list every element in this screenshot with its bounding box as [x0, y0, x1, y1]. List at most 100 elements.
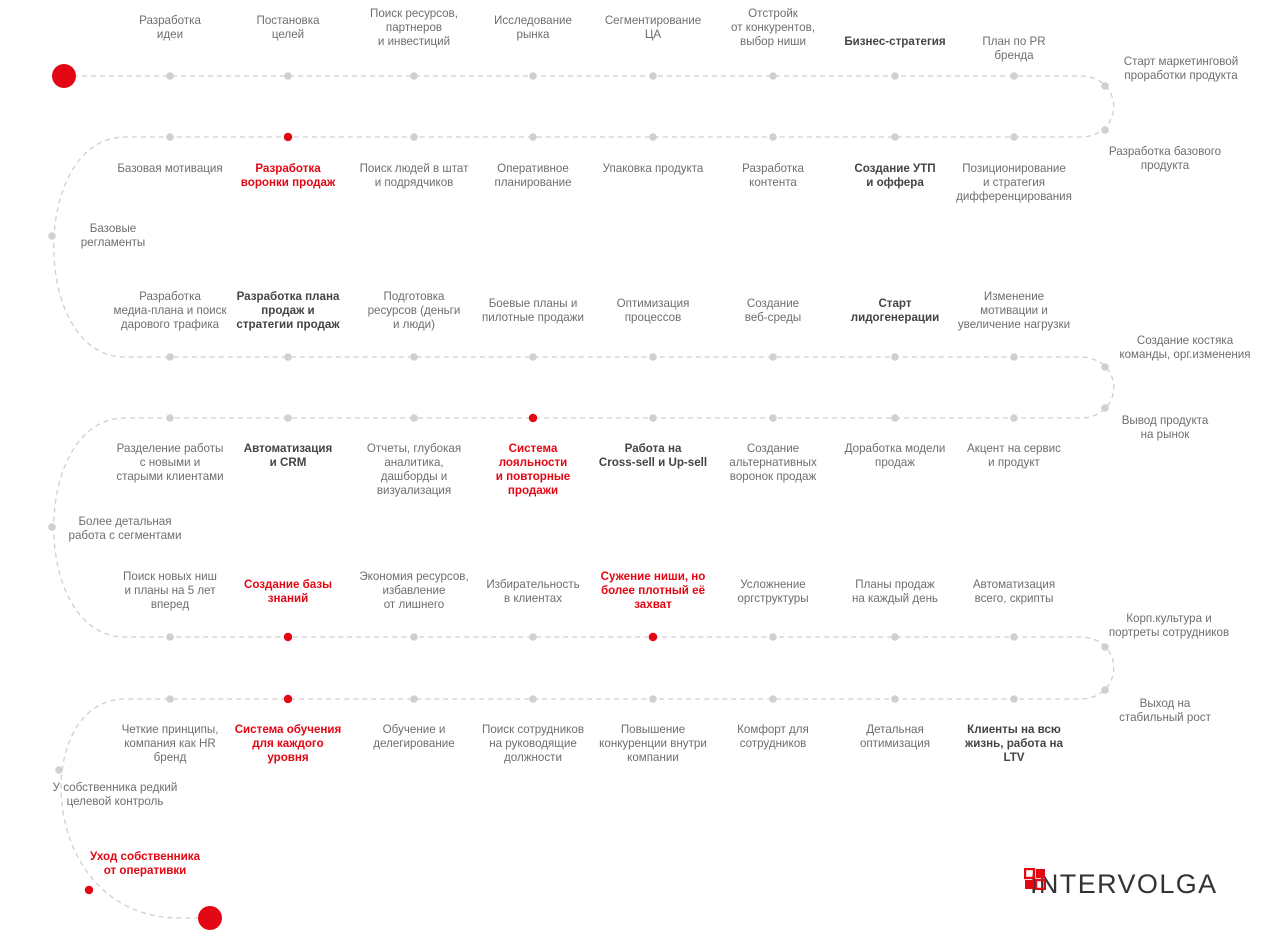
side-label-9: Уход собственника от оперативки [89, 850, 201, 877]
milestone-label-2-6: Старт лидогенерации [850, 297, 940, 324]
turn-dot-0 [1101, 82, 1109, 90]
milestone-dot-0-6 [891, 72, 899, 80]
milestone-label-3-4: Работа на Cross-sell и Up-sell [598, 442, 708, 469]
milestone-label-2-2: Подготовка ресурсов (деньги и люди) [367, 290, 461, 331]
milestone-dot-4-6 [891, 633, 899, 641]
milestone-dot-0-4 [649, 72, 657, 80]
milestone-dot-0-0 [166, 72, 174, 80]
finish-marker [198, 906, 222, 930]
milestone-label-4-3: Избирательность в клиентах [486, 578, 580, 605]
milestone-label-5-2: Обучение и делегирование [373, 723, 455, 750]
milestone-label-1-0: Базовая мотивация [117, 162, 223, 175]
final-red-dot-0 [84, 885, 94, 895]
milestone-dot-2-0 [166, 353, 174, 361]
milestone-label-0-1: Постановка целей [256, 14, 320, 41]
milestone-label-5-4: Повышение конкуренции внутри компании [599, 723, 707, 764]
side-label-6: Корп.культура и портреты сотрудников [1108, 612, 1230, 639]
milestone-dot-2-2 [410, 353, 418, 361]
milestone-dot-1-4 [649, 133, 657, 141]
milestone-dot-1-0 [166, 133, 174, 141]
milestone-label-5-1: Система обучения для каждого уровня [234, 723, 342, 764]
milestone-label-4-2: Экономия ресурсов, избавление от лишнего [359, 570, 469, 611]
milestone-dot-3-3 [528, 413, 538, 423]
milestone-dot-2-6 [891, 353, 899, 361]
milestone-label-0-0: Разработка идеи [139, 14, 201, 41]
side-label-3: Создание костяка команды, орг.изменения [1119, 334, 1251, 361]
milestone-label-1-4: Упаковка продукта [602, 162, 704, 175]
turn-dot-3 [1101, 363, 1109, 371]
side-label-5: Более детальная работа с сегментами [68, 515, 182, 542]
milestone-label-4-5: Усложнение оргструктуры [737, 578, 809, 605]
milestone-label-3-2: Отчеты, глубокая аналитика, дашборды и в… [366, 442, 462, 497]
milestone-dot-1-3 [529, 133, 537, 141]
milestone-label-1-7: Позиционирование и стратегия дифференцир… [956, 162, 1072, 203]
milestone-dot-5-2 [410, 695, 418, 703]
turn-dot-5 [48, 523, 56, 531]
milestone-label-3-7: Акцент на сервис и продукт [967, 442, 1061, 469]
milestone-dot-2-3 [529, 353, 537, 361]
milestone-dot-5-3 [529, 695, 537, 703]
milestone-label-4-4: Сужение ниши, но более плотный её захват [600, 570, 706, 611]
milestone-label-5-0: Четкие принципы, компания как HR бренд [121, 723, 219, 764]
milestone-dot-4-3 [529, 633, 537, 641]
milestone-label-1-6: Создание УТП и оффера [854, 162, 936, 189]
milestone-label-4-7: Автоматизация всего, скрипты [972, 578, 1056, 605]
milestone-label-4-6: Планы продаж на каждый день [851, 578, 939, 605]
milestone-label-0-5: Отстройк от конкурентов, выбор ниши [731, 7, 815, 48]
milestone-label-2-5: Создание веб-среды [744, 297, 802, 324]
milestone-dot-4-4 [648, 632, 658, 642]
milestone-dot-1-5 [769, 133, 777, 141]
side-label-1: Разработка базового продукта [1108, 145, 1222, 172]
dashed-route [53, 75, 1115, 919]
milestone-dot-5-6 [891, 695, 899, 703]
milestone-dot-5-7 [1010, 695, 1018, 703]
milestone-label-5-3: Поиск сотрудников на руководящие должнос… [482, 723, 584, 764]
milestone-dot-4-0 [166, 633, 174, 641]
milestone-dot-4-2 [410, 633, 418, 641]
milestone-label-5-5: Комфорт для сотрудников [737, 723, 809, 750]
milestone-label-0-7: План по PR бренда [982, 35, 1046, 62]
intervolga-logo: INTERVOLGA [1024, 868, 1218, 900]
turn-dot-7 [1101, 686, 1109, 694]
milestone-label-2-0: Разработка медиа-плана и поиск дарового … [113, 290, 227, 331]
milestone-dot-3-4 [649, 414, 657, 422]
side-label-2: Базовые регламенты [80, 222, 146, 249]
milestone-label-3-3: Система лояльности и повторные продажи [495, 442, 571, 497]
milestone-dot-4-7 [1010, 633, 1018, 641]
turn-dot-1 [1101, 126, 1109, 134]
milestone-label-4-1: Создание базы знаний [243, 578, 333, 605]
milestone-label-4-0: Поиск новых ниш и планы на 5 лет вперед [123, 570, 217, 611]
milestone-label-3-1: Автоматизация и CRM [243, 442, 333, 469]
milestone-dot-3-0 [166, 414, 174, 422]
intervolga-logo-icon [1024, 868, 1046, 890]
milestone-dot-0-1 [284, 72, 292, 80]
milestone-dot-5-0 [166, 695, 174, 703]
brand-name: INTERVOLGA [1030, 868, 1218, 899]
milestone-dot-0-5 [769, 72, 777, 80]
milestone-label-1-2: Поиск людей в штат и подрядчиков [359, 162, 469, 189]
milestone-dot-3-7 [1010, 414, 1018, 422]
milestone-dot-1-6 [891, 133, 899, 141]
milestone-label-3-5: Создание альтернативных воронок продаж [729, 442, 817, 483]
milestone-dot-1-1 [283, 132, 293, 142]
side-label-7: Выход на стабильный рост [1119, 697, 1211, 724]
milestone-dot-2-1 [284, 353, 292, 361]
milestone-label-1-3: Оперативное планирование [494, 162, 572, 189]
turn-dot-6 [1101, 643, 1109, 651]
milestone-dot-4-1 [283, 632, 293, 642]
turn-dot-4 [1101, 404, 1109, 412]
milestone-dot-3-2 [410, 414, 418, 422]
milestone-dot-2-7 [1010, 353, 1018, 361]
milestone-dot-3-6 [891, 414, 899, 422]
milestone-label-1-1: Разработка воронки продаж [240, 162, 336, 189]
milestone-dot-1-7 [1010, 133, 1018, 141]
milestone-dot-2-4 [649, 353, 657, 361]
milestone-dot-5-4 [649, 695, 657, 703]
milestone-label-0-4: Сегментирование ЦА [604, 14, 702, 41]
milestone-dot-0-2 [410, 72, 418, 80]
milestone-label-5-6: Детальная оптимизация [859, 723, 931, 750]
side-label-8: У собственника редкий целевой контроль [52, 781, 178, 808]
milestone-dot-3-1 [284, 414, 292, 422]
